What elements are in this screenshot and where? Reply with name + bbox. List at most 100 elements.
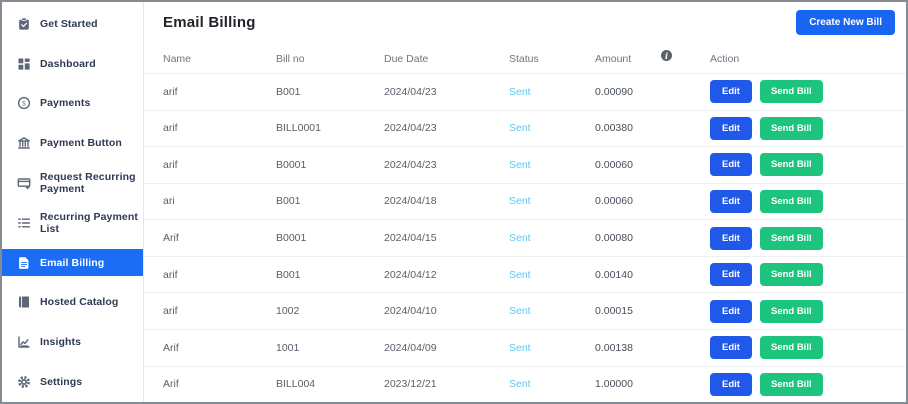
- cell-status: Sent: [509, 341, 531, 354]
- page-title: Email Billing: [163, 14, 256, 31]
- cell-name: ari: [163, 195, 175, 208]
- cell-status: Sent: [509, 122, 531, 135]
- cell-actions: Edit Send Bill: [710, 116, 906, 140]
- dollar-circle-icon: s: [16, 96, 31, 111]
- sidebar-item-label: Dashboard: [40, 57, 96, 70]
- edit-button[interactable]: Edit: [710, 299, 752, 323]
- cell-name: arif: [163, 305, 178, 318]
- cell-bill-no: BILL004: [276, 378, 316, 391]
- cell-due-date: 2023/12/21: [384, 378, 437, 391]
- dashboard-grid-icon: [16, 56, 31, 71]
- cell-status: Sent: [509, 232, 531, 245]
- cell-bill-no: B0001: [276, 158, 307, 171]
- sidebar-item-hosted-catalog[interactable]: Hosted Catalog: [2, 283, 143, 323]
- sidebar-item-request-recurring-payment[interactable]: Request Recurring Payment: [2, 163, 143, 203]
- sidebar-item-payment-button[interactable]: Payment Button: [2, 123, 143, 163]
- sidebar: Get Started Dashboard s Payments Payment…: [2, 2, 144, 402]
- send-bill-button[interactable]: Send Bill: [759, 336, 823, 360]
- send-bill-button[interactable]: Send Bill: [759, 226, 823, 250]
- edit-button[interactable]: Edit: [710, 263, 752, 287]
- cell-bill-no: B0001: [276, 232, 307, 245]
- cell-status: Sent: [509, 268, 531, 281]
- cell-actions: Edit Send Bill: [710, 263, 906, 287]
- cell-name: arif: [163, 85, 178, 98]
- column-header-bill-no: Bill no: [276, 52, 305, 65]
- send-bill-button[interactable]: Send Bill: [759, 263, 823, 287]
- table-row: arif B001 2024/04/23 Sent 0.00090 Edit S…: [144, 74, 906, 111]
- cell-due-date: 2024/04/23: [384, 158, 437, 171]
- cell-due-date: 2024/04/12: [384, 268, 437, 281]
- cell-due-date: 2024/04/09: [384, 341, 437, 354]
- create-new-bill-button[interactable]: Create New Bill: [796, 10, 895, 35]
- edit-button[interactable]: Edit: [710, 226, 752, 250]
- sidebar-item-label: Settings: [40, 376, 83, 389]
- sidebar-item-get-started[interactable]: Get Started: [2, 4, 143, 44]
- sidebar-item-settings[interactable]: Settings: [2, 362, 143, 402]
- cell-status: Sent: [509, 378, 531, 391]
- send-bill-button[interactable]: Send Bill: [759, 372, 823, 396]
- cell-due-date: 2024/04/23: [384, 85, 437, 98]
- sidebar-item-email-billing[interactable]: Email Billing: [2, 243, 143, 283]
- cell-amount: 0.00015: [595, 305, 633, 318]
- cell-amount: 0.00380: [595, 122, 633, 135]
- cell-name: arif: [163, 158, 178, 171]
- table-row: arif 1002 2024/04/10 Sent 0.00015 Edit S…: [144, 293, 906, 330]
- sidebar-item-label: Get Started: [40, 17, 98, 30]
- edit-button[interactable]: Edit: [710, 80, 752, 104]
- sidebar-item-payments[interactable]: s Payments: [2, 84, 143, 124]
- bank-icon: [16, 136, 31, 151]
- table-body: arif B001 2024/04/23 Sent 0.00090 Edit S…: [144, 74, 906, 402]
- send-bill-button[interactable]: Send Bill: [759, 299, 823, 323]
- edit-button[interactable]: Edit: [710, 153, 752, 177]
- column-header-due-date: Due Date: [384, 52, 429, 65]
- list-icon: [16, 215, 31, 230]
- column-header-name: Name: [163, 52, 192, 65]
- document-icon: [16, 255, 31, 270]
- cell-status: Sent: [509, 85, 531, 98]
- send-bill-button[interactable]: Send Bill: [759, 80, 823, 104]
- cell-status: Sent: [509, 195, 531, 208]
- sidebar-item-label: Insights: [40, 336, 82, 349]
- table-row: Arif B0001 2024/04/15 Sent 0.00080 Edit …: [144, 220, 906, 257]
- edit-button[interactable]: Edit: [710, 116, 752, 140]
- cell-name: arif: [163, 122, 178, 135]
- page-header: Email Billing Create New Bill: [144, 2, 906, 44]
- sidebar-item-recurring-payment-list[interactable]: Recurring Payment List: [2, 203, 143, 243]
- sidebar-item-label: Email Billing: [40, 256, 105, 269]
- send-bill-button[interactable]: Send Bill: [759, 116, 823, 140]
- table-row: arif BILL0001 2024/04/23 Sent 0.00380 Ed…: [144, 111, 906, 148]
- main-content: Email Billing Create New Bill Name Bill …: [144, 2, 906, 402]
- sidebar-item-dashboard[interactable]: Dashboard: [2, 44, 143, 84]
- cell-actions: Edit Send Bill: [710, 226, 906, 250]
- edit-button[interactable]: Edit: [710, 336, 752, 360]
- cell-due-date: 2024/04/18: [384, 195, 437, 208]
- cell-amount: 1.00000: [595, 378, 633, 391]
- info-icon[interactable]: i: [661, 50, 672, 61]
- sidebar-item-label: Payments: [40, 97, 91, 110]
- cell-due-date: 2024/04/15: [384, 232, 437, 245]
- cell-bill-no: B001: [276, 268, 301, 281]
- table-row: arif B0001 2024/04/23 Sent 0.00060 Edit …: [144, 147, 906, 184]
- card-plus-icon: [16, 176, 31, 191]
- edit-button[interactable]: Edit: [710, 189, 752, 213]
- cell-actions: Edit Send Bill: [710, 189, 906, 213]
- cell-name: Arif: [163, 378, 179, 391]
- cell-due-date: 2024/04/23: [384, 122, 437, 135]
- edit-button[interactable]: Edit: [710, 372, 752, 396]
- gear-icon: [16, 375, 31, 390]
- cell-bill-no: BILL0001: [276, 122, 321, 135]
- cell-amount: 0.00080: [595, 232, 633, 245]
- send-bill-button[interactable]: Send Bill: [759, 189, 823, 213]
- sidebar-item-label: Payment Button: [40, 137, 122, 150]
- sidebar-item-insights[interactable]: Insights: [2, 322, 143, 362]
- cell-name: Arif: [163, 341, 179, 354]
- cell-amount: 0.00060: [595, 195, 633, 208]
- clipboard-check-icon: [16, 16, 31, 31]
- cell-amount: 0.00090: [595, 85, 633, 98]
- svg-text:s: s: [22, 99, 26, 108]
- cell-name: Arif: [163, 232, 179, 245]
- cell-status: Sent: [509, 158, 531, 171]
- table-header-row: Name Bill no Due Date Status Amount i Ac…: [144, 44, 906, 74]
- send-bill-button[interactable]: Send Bill: [759, 153, 823, 177]
- table-row: Arif BILL004 2023/12/21 Sent 1.00000 Edi…: [144, 367, 906, 403]
